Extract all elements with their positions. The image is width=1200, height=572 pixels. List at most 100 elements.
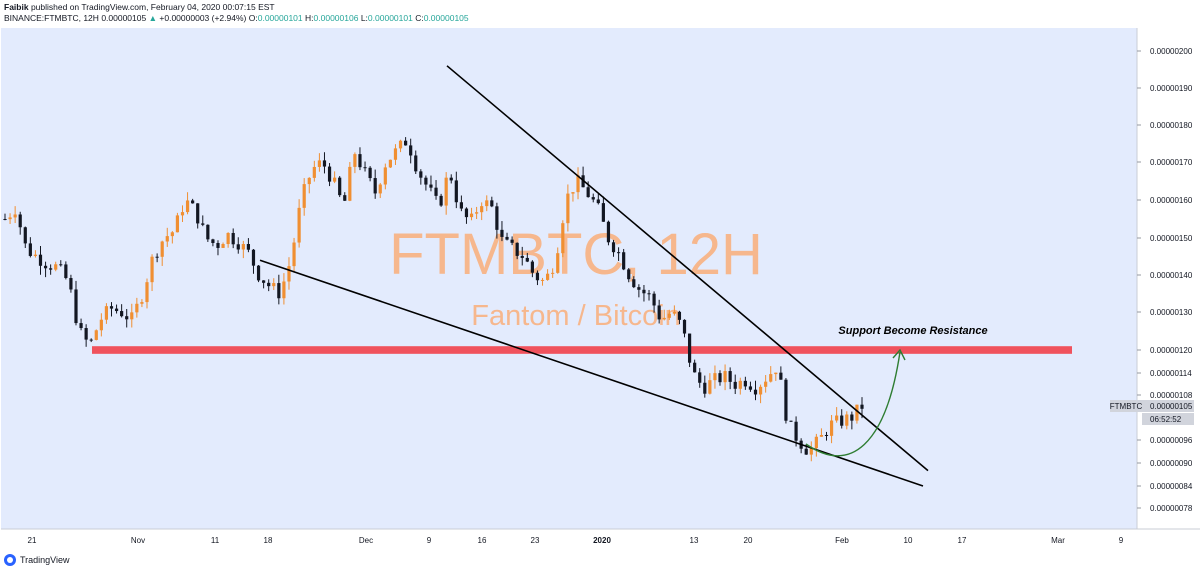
candle[interactable] [748,381,753,392]
candle[interactable] [125,308,129,328]
candle[interactable] [475,206,479,220]
candle[interactable] [769,366,773,383]
symbol-label[interactable]: BINANCE:FTMBTC, 12H [4,13,99,23]
candle[interactable] [165,227,169,247]
candle[interactable] [251,249,256,274]
candle[interactable] [393,144,398,165]
candle[interactable] [809,441,813,462]
candle[interactable] [8,213,12,224]
candle[interactable] [256,265,261,283]
candle[interactable] [606,220,611,246]
candle[interactable] [682,319,687,338]
candle[interactable] [611,239,616,257]
upper-trendline[interactable] [446,65,929,472]
candle[interactable] [59,260,63,267]
candle[interactable] [287,257,291,290]
candle[interactable] [708,373,712,395]
candle[interactable] [764,375,768,393]
candle[interactable] [540,277,545,286]
candle[interactable] [135,297,139,318]
candle[interactable] [196,203,200,229]
candle[interactable] [693,359,697,373]
candle[interactable] [201,215,205,227]
candle[interactable] [175,212,180,233]
candle[interactable] [753,380,758,401]
candle[interactable] [23,226,27,249]
candle[interactable] [226,232,230,248]
candle[interactable] [500,221,504,242]
candle[interactable] [713,365,717,389]
candle[interactable] [429,175,433,192]
candle[interactable] [84,324,88,347]
candle[interactable] [616,247,621,261]
candle[interactable] [687,333,692,368]
candle[interactable] [13,206,17,224]
candle[interactable] [155,253,159,263]
candle[interactable] [33,250,38,258]
candle[interactable] [302,178,306,216]
candle[interactable] [819,428,824,437]
candle[interactable] [733,374,737,395]
candle[interactable] [409,138,413,164]
candle[interactable] [262,280,266,289]
candle[interactable] [130,303,134,328]
candle[interactable] [185,192,190,215]
candle[interactable] [424,175,428,191]
candle[interactable] [469,207,474,221]
candle[interactable] [69,274,73,293]
candle[interactable] [211,238,215,247]
candle[interactable] [728,367,732,390]
candle[interactable] [495,202,499,239]
candle[interactable] [434,180,438,200]
candle[interactable] [74,280,78,326]
candle[interactable] [723,364,727,391]
candle[interactable] [784,378,788,424]
candle[interactable] [333,171,337,184]
candle[interactable] [64,261,68,280]
candle[interactable] [840,409,844,429]
candle[interactable] [662,309,666,321]
candle[interactable] [246,238,251,253]
candle[interactable] [571,192,575,202]
candle[interactable] [738,377,742,395]
candle[interactable] [758,384,763,404]
candle[interactable] [327,163,332,187]
candle[interactable] [551,268,555,278]
candle[interactable] [520,246,524,266]
candle[interactable] [535,270,540,286]
candle[interactable] [419,169,423,185]
candle[interactable] [398,139,403,153]
candle[interactable] [576,167,580,200]
candle[interactable] [794,416,798,447]
candle[interactable] [779,366,783,380]
candle[interactable] [556,247,560,274]
candle[interactable] [94,329,98,341]
candle[interactable] [561,220,565,258]
candle[interactable] [216,240,220,256]
candle[interactable] [363,161,367,172]
candle[interactable] [667,309,671,320]
candle[interactable] [642,285,646,302]
candle[interactable] [829,415,834,444]
candle[interactable] [120,304,124,318]
candle[interactable] [307,177,311,194]
candle[interactable] [38,245,43,275]
candle[interactable] [231,228,235,249]
candle[interactable] [338,176,342,198]
candle[interactable] [191,198,195,204]
candle[interactable] [180,205,185,223]
candle[interactable] [104,303,109,324]
candle[interactable] [637,284,641,298]
candle[interactable] [480,202,484,221]
author-name[interactable]: Faibik [4,2,29,12]
candle[interactable] [404,137,408,146]
candle[interactable] [789,420,793,422]
candle[interactable] [627,268,631,283]
time-axis[interactable]: 21 Nov 11 18 Dec 9 16 23 2020 13 20 Feb 10 17 Mar 9 [28,536,1124,545]
candle[interactable] [317,153,322,172]
candle[interactable] [515,242,519,260]
candle[interactable] [43,261,48,278]
candle[interactable] [850,411,854,430]
candle[interactable] [510,236,514,246]
